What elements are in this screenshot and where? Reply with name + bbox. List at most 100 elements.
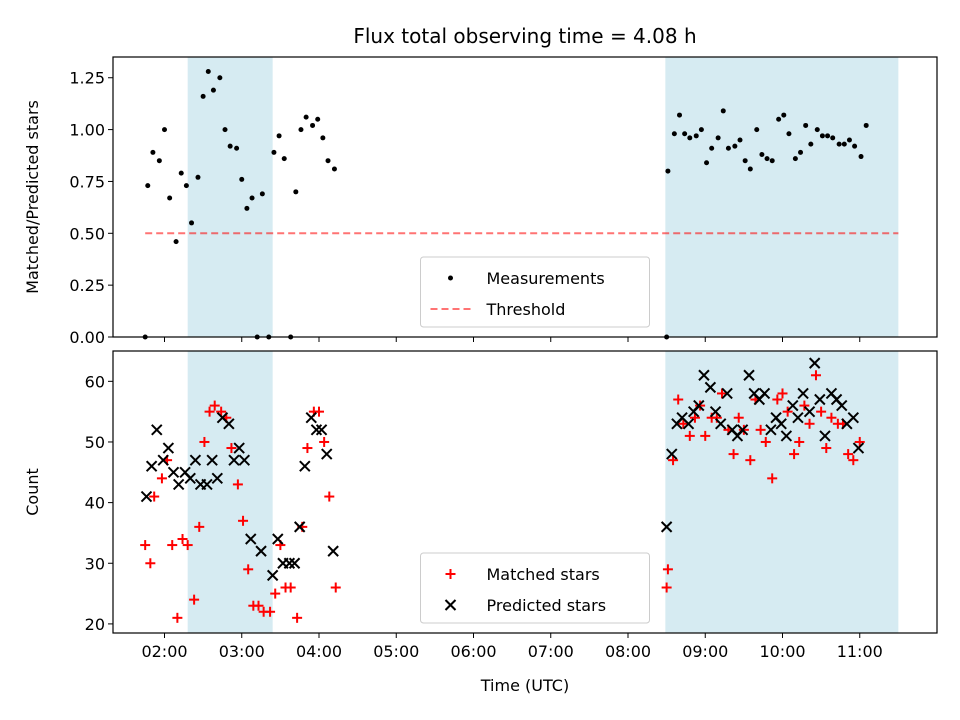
data-point <box>228 454 240 466</box>
data-point <box>276 133 282 139</box>
data-point <box>319 436 330 447</box>
data-point-b <box>223 418 235 430</box>
data-point <box>310 122 316 128</box>
data-point <box>189 220 195 226</box>
data-point <box>177 534 188 544</box>
data-point <box>243 564 254 575</box>
data-point <box>204 406 215 417</box>
data-point <box>732 143 738 149</box>
bottom-panel: 20 30 40 50 60 02:00 03:00 04:00 05:00 06:00 07:00… <box>23 350 938 695</box>
data-point <box>178 170 184 176</box>
data-point-b <box>830 393 843 406</box>
data-point <box>288 557 301 569</box>
data-point <box>825 133 831 139</box>
data-point <box>292 612 303 623</box>
data-point <box>259 191 265 197</box>
y-tick-label: 1.25 <box>69 69 105 88</box>
data-point <box>863 122 869 128</box>
data-point <box>320 135 326 141</box>
legend-marker <box>448 275 453 281</box>
data-point <box>747 166 753 172</box>
data-point <box>847 412 860 424</box>
bottom-y-axis-label: Count <box>23 468 42 516</box>
data-point <box>310 424 323 436</box>
data-point <box>854 436 865 447</box>
data-point-b <box>145 460 158 472</box>
y-tick-label: 50 <box>85 433 105 452</box>
data-point <box>189 454 202 466</box>
data-point <box>660 521 673 533</box>
data-point <box>798 149 804 155</box>
data-point <box>814 127 820 133</box>
data-point <box>742 158 748 164</box>
data-point <box>283 557 296 569</box>
data-point <box>662 564 673 575</box>
data-point <box>700 430 711 441</box>
data-point-b <box>736 424 749 436</box>
data-point-b <box>787 399 799 412</box>
data-point <box>150 149 156 155</box>
data-point <box>684 430 695 441</box>
data-point <box>238 454 251 466</box>
data-point-b <box>299 460 311 472</box>
data-point-b <box>682 418 695 430</box>
data-point-b <box>698 369 710 381</box>
top-series-0 <box>142 69 869 340</box>
data-point-b <box>775 418 787 430</box>
data-point <box>253 600 264 611</box>
data-point <box>836 141 842 147</box>
data-point-b <box>151 424 163 436</box>
x-tick-label: 10:00 <box>759 642 805 661</box>
data-point <box>760 436 771 447</box>
bottom-shaded-interval-0 <box>187 351 273 633</box>
data-point <box>821 443 832 454</box>
data-point <box>327 545 339 557</box>
data-point-b <box>167 466 180 478</box>
data-point <box>324 491 335 502</box>
data-point <box>172 478 185 491</box>
data-point <box>331 166 337 172</box>
data-point <box>843 449 854 460</box>
data-point <box>265 606 276 617</box>
data-point <box>819 133 825 139</box>
data-point <box>661 582 672 593</box>
legend-label: Matched stars <box>487 565 600 584</box>
data-point <box>830 135 836 141</box>
data-point <box>755 424 766 435</box>
data-point <box>693 133 699 139</box>
data-point <box>671 131 677 137</box>
data-point-b <box>726 424 738 436</box>
data-point <box>145 183 151 189</box>
data-point <box>797 387 809 400</box>
data-point-b <box>238 454 251 466</box>
data-point-b <box>666 448 678 460</box>
legend-label: Threshold <box>486 300 566 319</box>
data-point <box>182 540 193 551</box>
top-panel: 0.00 0.25 0.50 0.75 1.00 1.25 Matched/Predicte… <box>23 56 938 347</box>
data-point <box>299 460 311 472</box>
data-point <box>140 540 151 551</box>
data-point <box>223 418 235 430</box>
data-point <box>244 205 250 211</box>
data-point <box>848 455 859 466</box>
data-point <box>172 612 183 623</box>
data-point <box>293 189 299 195</box>
data-point <box>852 143 858 149</box>
data-point <box>816 406 827 417</box>
data-point <box>792 156 798 162</box>
data-point <box>769 158 775 164</box>
data-point <box>183 183 189 189</box>
data-point <box>698 127 704 133</box>
data-point <box>775 418 787 430</box>
chart-title: Flux total observing time = 4.08 h <box>353 24 696 48</box>
data-point-b <box>288 557 301 569</box>
top-axes-frame <box>112 56 938 338</box>
data-point-b <box>233 442 245 454</box>
data-point <box>693 399 705 412</box>
data-point-b <box>792 412 804 424</box>
bottom-series-0 <box>140 370 865 623</box>
y-tick-label: 20 <box>85 615 105 634</box>
bottom-series-1 <box>140 357 865 582</box>
data-point <box>156 473 167 484</box>
